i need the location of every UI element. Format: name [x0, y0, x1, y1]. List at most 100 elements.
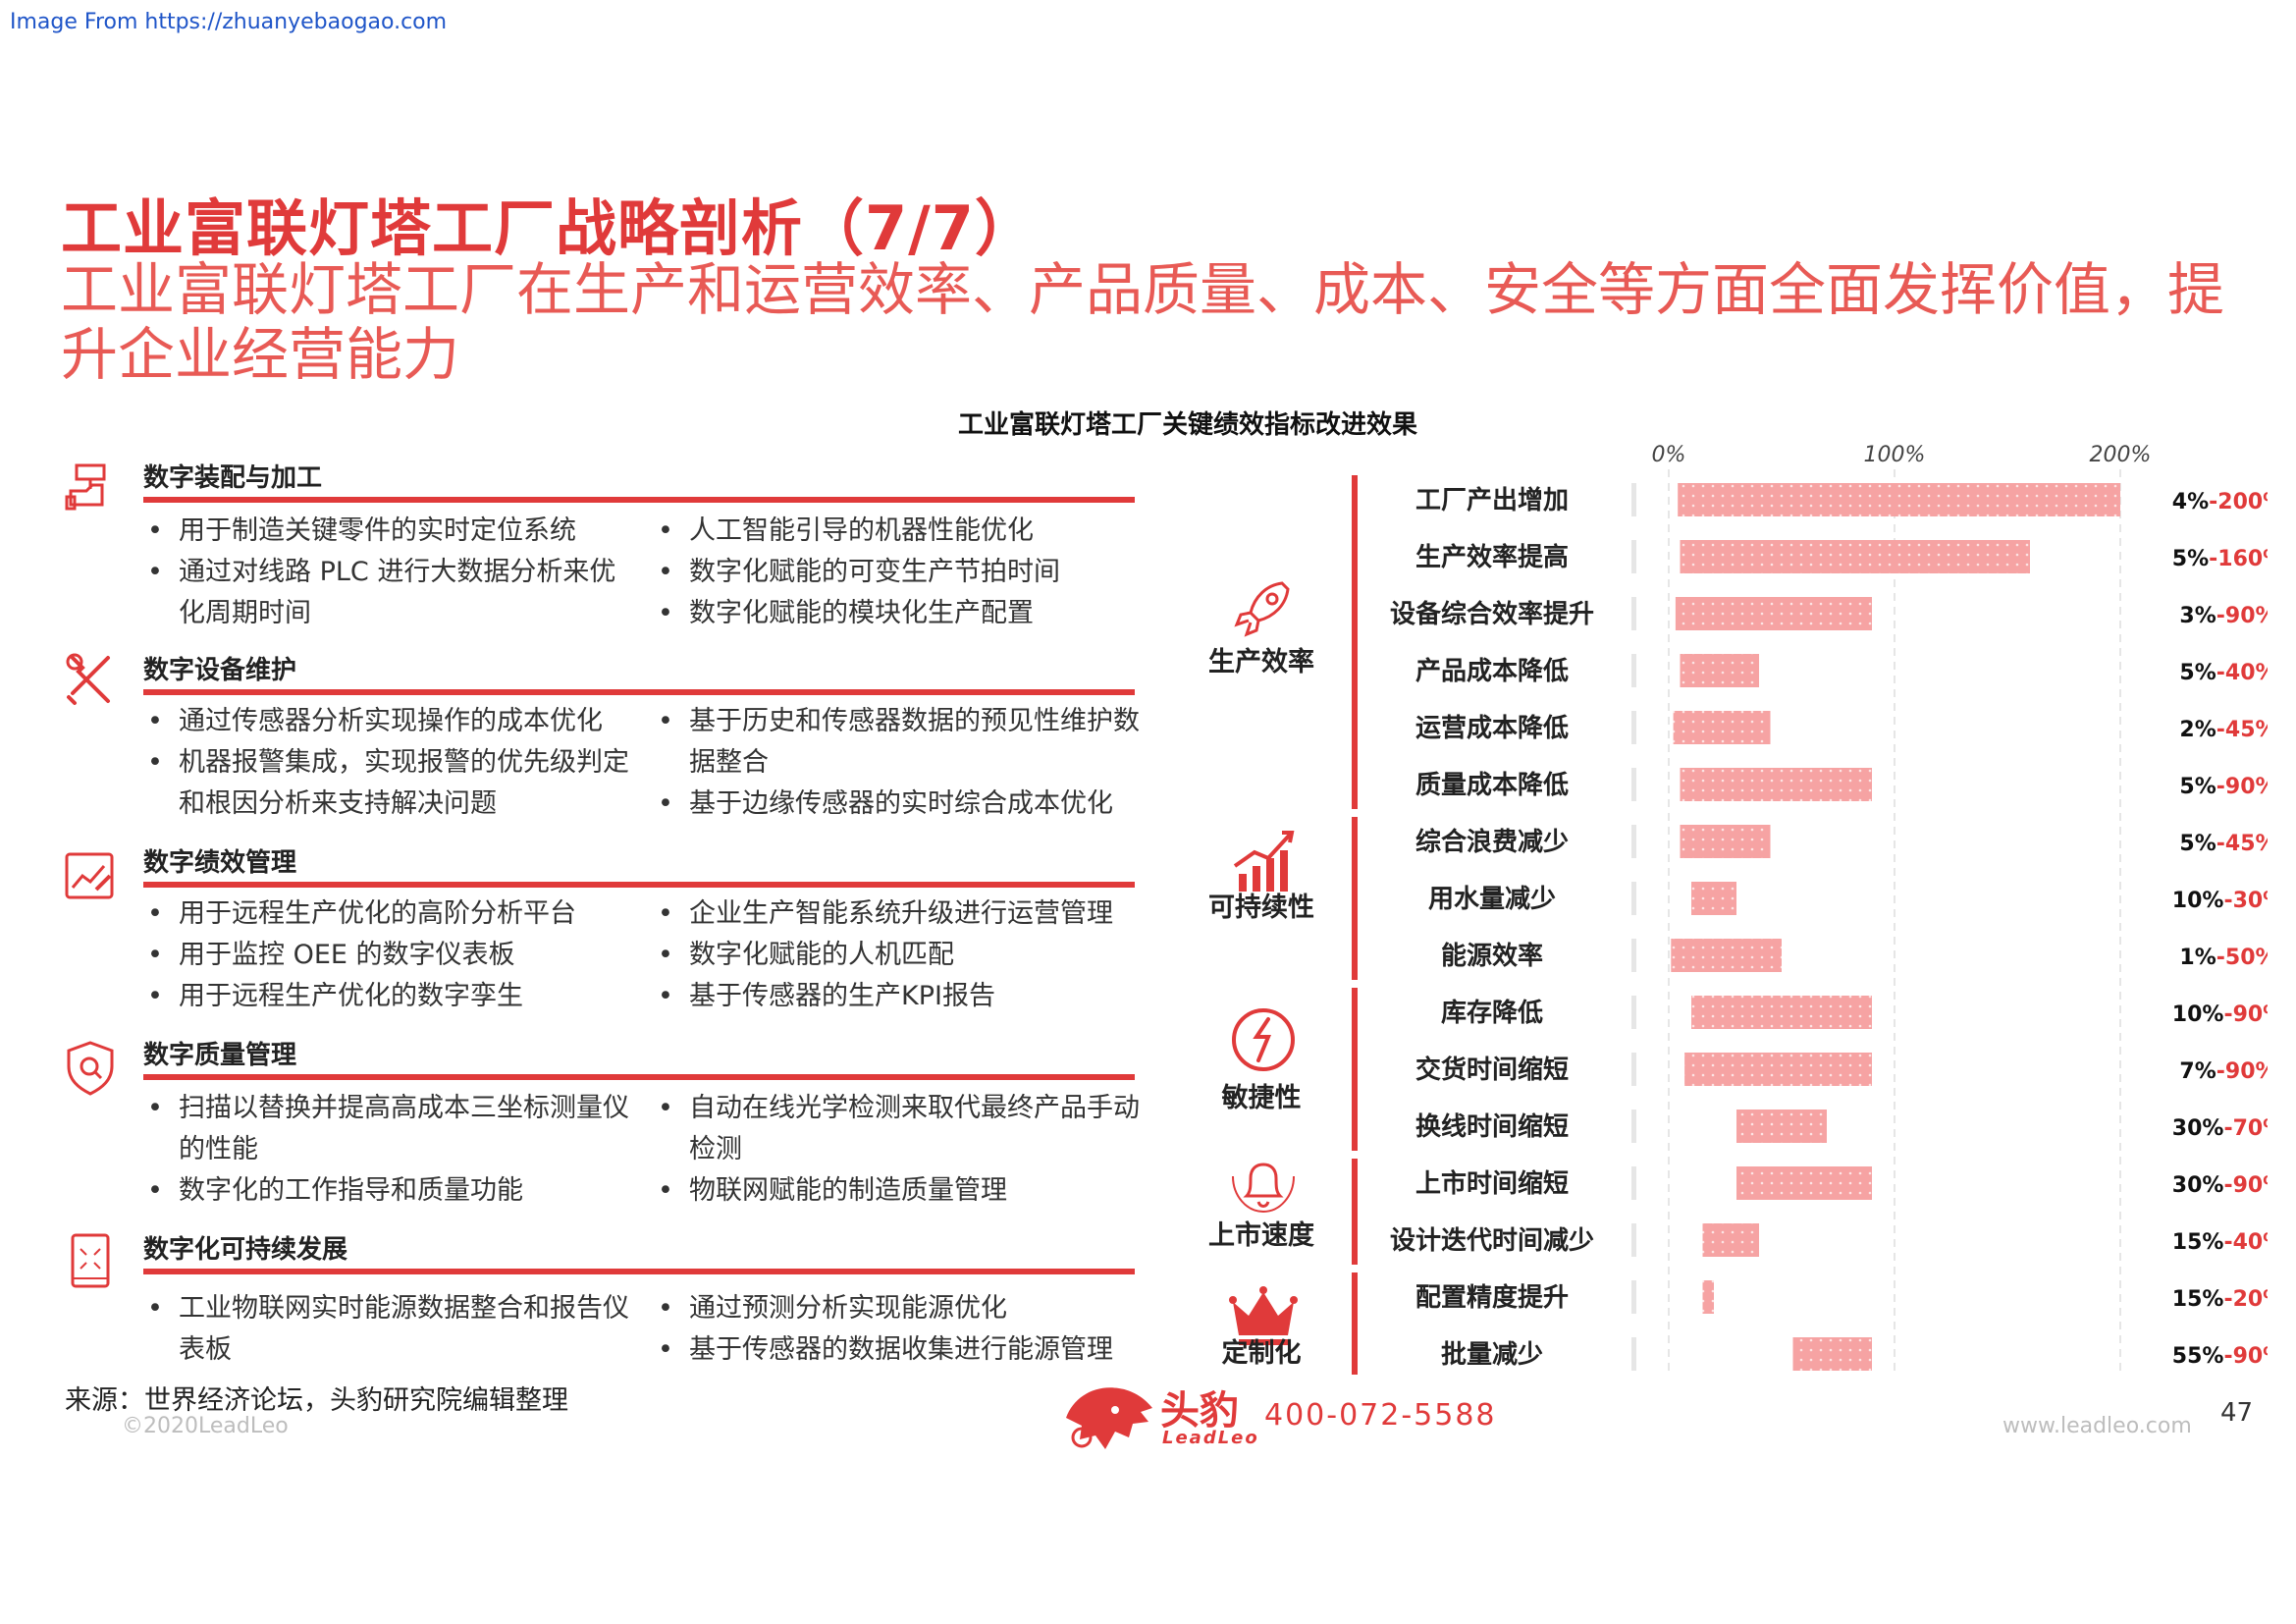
- list-item: 通过对线路 PLC 进行大数据分析来优化周期时间: [143, 552, 634, 634]
- category-label: 工厂产出增加: [1415, 485, 1569, 515]
- value-label: 5%-160%: [2172, 547, 2268, 571]
- range-bar: [1680, 825, 1771, 858]
- value-label-high: -160%: [2209, 547, 2268, 571]
- value-label: 55%-90%: [2172, 1344, 2268, 1369]
- section-bullets-left: 扫描以替换并提高高成本三坐标测量仪的性能 数字化的工作指导和质量功能: [143, 1088, 634, 1212]
- section-title-assembly: 数字装配与加工: [143, 463, 323, 493]
- x-tick-label: 0%: [1652, 443, 1686, 467]
- range-bar: [1702, 1280, 1714, 1314]
- section-divider: [143, 1269, 1135, 1274]
- category-label: 上市时间缩短: [1415, 1168, 1569, 1199]
- value-label-low: 2%: [2179, 718, 2216, 742]
- kpi-range-chart: 0%100%200%工厂产出增加4%-200%生产效率提高5%-160%设备综合…: [1352, 443, 2268, 1375]
- tablet-icon: [71, 1233, 110, 1288]
- list-item: 自动在线光学检测来取代最终产品手动检测: [654, 1088, 1145, 1170]
- copyright: ©2020LeadLeo: [122, 1414, 289, 1438]
- row-baseline: [1631, 483, 1636, 516]
- row-baseline: [1631, 1053, 1636, 1086]
- source-note: 来源：世界经济论坛，头豹研究院编辑整理: [65, 1385, 568, 1416]
- list-item: 物联网赋能的制造质量管理: [654, 1170, 1145, 1212]
- row-baseline: [1631, 1110, 1636, 1143]
- category-label: 交货时间缩短: [1415, 1055, 1569, 1085]
- list-item: 用于远程生产优化的数字孪生: [143, 976, 634, 1017]
- row-baseline: [1631, 1166, 1636, 1200]
- row-baseline: [1631, 996, 1636, 1029]
- rocket-icon: [1234, 581, 1290, 637]
- section-bullets-left: 工业物联网实时能源数据整合和报告仪表板: [143, 1288, 634, 1371]
- section-bullets-left: 用于远程生产优化的高阶分析平台 用于监控 OEE 的数字仪表板 用于远程生产优化…: [143, 893, 634, 1017]
- section-bullets-right: 人工智能引导的机器性能优化 数字化赋能的可变生产节拍时间 数字化赋能的模块化生产…: [654, 511, 1145, 634]
- value-label-high: -90%: [2223, 1002, 2268, 1027]
- range-bar: [1680, 540, 2030, 573]
- category-label-customization: 定制化: [1221, 1338, 1302, 1369]
- category-label: 产品成本降低: [1415, 657, 1569, 686]
- value-label: 5%-45%: [2179, 832, 2268, 856]
- category-label: 配置精度提升: [1415, 1282, 1569, 1313]
- range-bar: [1675, 597, 1872, 630]
- list-item: 数字化赋能的可变生产节拍时间: [654, 552, 1145, 593]
- growth-chart-icon: [1233, 831, 1295, 892]
- value-label-low: 30%: [2172, 1173, 2224, 1198]
- value-label: 30%-90%: [2172, 1173, 2268, 1198]
- value-label: 2%-45%: [2179, 718, 2268, 742]
- category-label: 能源效率: [1441, 941, 1543, 971]
- section-divider: [143, 497, 1135, 503]
- value-label-high: -45%: [2216, 718, 2268, 742]
- value-label: 1%-50%: [2179, 946, 2268, 970]
- performance-chart-icon: [65, 852, 114, 899]
- value-label: 5%-40%: [2179, 661, 2268, 685]
- list-item: 基于边缘传感器的实时综合成本优化: [654, 784, 1145, 825]
- category-label: 设计迭代时间减少: [1390, 1226, 1594, 1256]
- value-label-high: -70%: [2223, 1116, 2268, 1141]
- value-label-high: -40%: [2216, 661, 2268, 685]
- value-label-low: 15%: [2172, 1230, 2224, 1255]
- leopard-logo-icon: [1066, 1387, 1152, 1449]
- range-bar: [1680, 654, 1759, 687]
- range-bar: [1673, 711, 1771, 744]
- section-bullets-right: 基于历史和传感器数据的预见性维护数据整合 基于边缘传感器的实时综合成本优化: [654, 701, 1145, 825]
- row-baseline: [1631, 711, 1636, 744]
- range-bar: [1678, 483, 2120, 516]
- range-bar: [1684, 1053, 1872, 1086]
- list-item: 数字化的工作指导和质量功能: [143, 1170, 634, 1212]
- value-label-high: -90%: [2223, 1173, 2268, 1198]
- value-label: 30%-70%: [2172, 1116, 2268, 1141]
- range-bar: [1736, 1110, 1827, 1143]
- page-subtitle: 工业富联灯塔工厂在生产和运营效率、产品质量、成本、安全等方面全面发挥价值，提升企…: [61, 256, 2225, 388]
- list-item: 用于远程生产优化的高阶分析平台: [143, 893, 634, 935]
- range-bar: [1680, 768, 1872, 801]
- value-label-low: 10%: [2172, 1002, 2224, 1027]
- page-number: 47: [2220, 1398, 2254, 1428]
- category-label: 设备综合效率提升: [1390, 599, 1594, 629]
- list-item: 用于监控 OEE 的数字仪表板: [143, 935, 634, 976]
- source-link[interactable]: Image From https://zhuanyebaogao.com: [10, 10, 448, 34]
- list-item: 基于传感器的数据收集进行能源管理: [654, 1329, 1145, 1371]
- list-item: 数字化赋能的人机匹配: [654, 935, 1145, 976]
- range-bar: [1691, 996, 1872, 1029]
- category-label: 生产效率提高: [1415, 542, 1569, 572]
- section-divider: [143, 882, 1135, 888]
- value-label-low: 7%: [2179, 1059, 2216, 1084]
- category-label: 质量成本降低: [1415, 771, 1569, 800]
- website-link[interactable]: www.leadleo.com: [2002, 1414, 2192, 1438]
- value-label-high: -30%: [2223, 889, 2268, 913]
- list-item: 数字化赋能的模块化生产配置: [654, 593, 1145, 634]
- value-label-low: 55%: [2172, 1344, 2224, 1369]
- bell-icon: [1232, 1163, 1295, 1214]
- category-label-sustainability: 可持续性: [1208, 893, 1314, 923]
- value-label-low: 5%: [2179, 775, 2216, 799]
- crown-icon: [1229, 1286, 1298, 1345]
- phone-number: 400-072-5588: [1264, 1398, 1497, 1433]
- category-label-agility: 敏捷性: [1221, 1083, 1302, 1113]
- value-label-high: -90%: [2216, 775, 2268, 799]
- value-label-low: 4%: [2172, 490, 2209, 514]
- value-label-high: -45%: [2216, 832, 2268, 856]
- category-label: 综合浪费减少: [1415, 827, 1569, 857]
- list-item: 用于制造关键零件的实时定位系统: [143, 511, 634, 552]
- value-label-low: 3%: [2179, 604, 2216, 628]
- value-label-high: -40%: [2223, 1230, 2268, 1255]
- row-baseline: [1631, 825, 1636, 858]
- list-item: 扫描以替换并提高高成本三坐标测量仪的性能: [143, 1088, 634, 1170]
- category-label: 运营成本降低: [1415, 714, 1569, 743]
- wrench-screwdriver-icon: [66, 653, 110, 705]
